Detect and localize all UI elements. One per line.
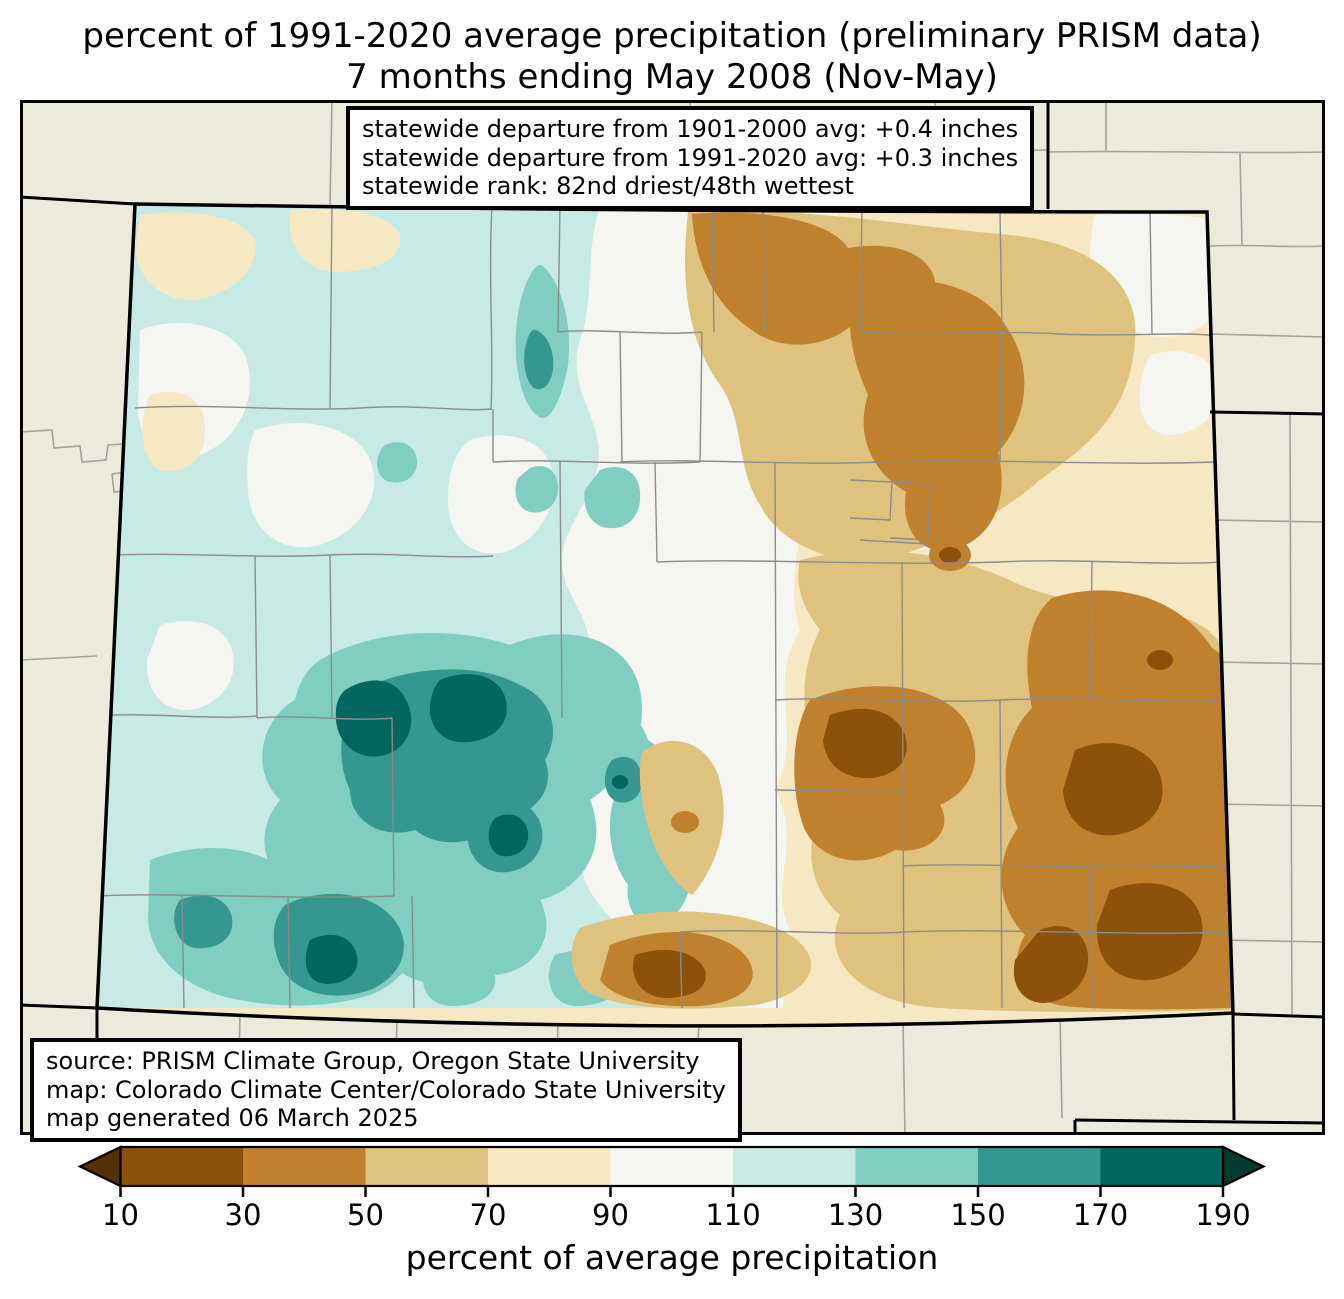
colorbar-axis-label: percent of average precipitation <box>405 1238 939 1277</box>
stats-line-3: statewide rank: 82nd driest/48th wettest <box>362 172 854 200</box>
colorbar-tick-label: 90 <box>592 1198 629 1232</box>
source-line-3: map generated 06 March 2025 <box>46 1104 419 1132</box>
colorbar-segment <box>365 1147 488 1186</box>
colorbar-under-arrow <box>77 1145 122 1188</box>
colorbar-tick-label: 70 <box>469 1198 507 1232</box>
stats-line-2: statewide departure from 1991-2020 avg: … <box>362 143 1019 172</box>
colorbar-tick-label: 50 <box>347 1198 384 1232</box>
contour-field <box>97 204 1233 1026</box>
stats-box: statewide departure from 1901-2000 avg: … <box>346 106 1035 210</box>
colorbar-tick-label: 30 <box>224 1198 262 1232</box>
colorbar-segment <box>733 1147 856 1186</box>
stats-line-1: statewide departure from 1901-2000 avg: … <box>362 115 1019 143</box>
colorbar-tick-label: 10 <box>102 1198 139 1232</box>
colorbar-tick-label: 150 <box>950 1198 1006 1232</box>
colorbar-segment <box>488 1147 611 1186</box>
source-line-2: map: Colorado Climate Center/Colorado St… <box>46 1075 726 1104</box>
colorbar-segment <box>855 1147 978 1186</box>
colorbar-outline <box>119 1145 1225 1188</box>
source-line-1: source: PRISM Climate Group, Oregon Stat… <box>46 1047 700 1075</box>
colorbar-segment <box>978 1147 1101 1186</box>
neighbor-state-borders <box>20 100 1325 1135</box>
figure-title-line2: 7 months ending May 2008 (Nov-May) <box>346 57 998 97</box>
precipitation-map <box>20 100 1325 1135</box>
figure-title-line1: percent of 1991-2020 average precipitati… <box>82 16 1262 56</box>
colorbar-tick-label: 190 <box>1195 1198 1251 1232</box>
colorbar-segments <box>120 1147 1223 1186</box>
colorbar-ticks <box>119 1186 1225 1197</box>
colorbar-tick-label: 130 <box>827 1198 884 1232</box>
colorbar-segment <box>120 1147 243 1186</box>
county-lines <box>97 205 1231 1009</box>
colorbar-segment <box>1100 1147 1223 1186</box>
contour-10-30 <box>633 547 1203 1003</box>
source-box: source: PRISM Climate Group, Oregon Stat… <box>30 1038 742 1142</box>
colorbar-segment <box>610 1147 733 1186</box>
colorbar <box>77 1145 1267 1197</box>
colorbar-segment <box>243 1147 366 1186</box>
colorbar-tick-label: 110 <box>705 1198 761 1232</box>
contour-nw-tans <box>136 208 401 471</box>
colorbar-tick-label: 170 <box>1072 1198 1129 1232</box>
colorbar-over-arrow <box>1221 1145 1267 1188</box>
